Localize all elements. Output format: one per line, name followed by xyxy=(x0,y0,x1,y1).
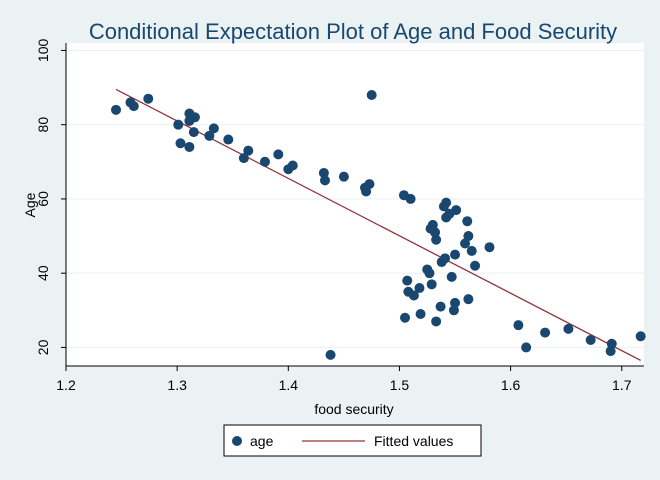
data-point xyxy=(448,305,459,316)
data-point xyxy=(175,138,186,149)
data-point xyxy=(451,205,462,216)
data-point xyxy=(585,335,596,346)
legend-label-age: age xyxy=(250,433,274,449)
x-axis-label: food security xyxy=(314,401,393,417)
gridlines xyxy=(66,49,644,349)
data-point xyxy=(635,331,646,342)
data-point xyxy=(563,323,574,334)
data-point xyxy=(431,234,442,245)
legend-marker-age xyxy=(232,436,242,446)
data-point xyxy=(430,227,441,238)
data-point xyxy=(435,301,446,312)
y-tick-label: 80 xyxy=(35,117,51,133)
data-point xyxy=(440,253,451,264)
data-point xyxy=(484,242,495,253)
data-point xyxy=(463,294,474,305)
legend-label-fitted: Fitted values xyxy=(374,433,453,449)
data-point xyxy=(450,249,461,260)
data-point xyxy=(462,216,473,227)
data-point xyxy=(606,338,617,349)
data-point xyxy=(287,160,298,171)
x-tick-label: 1.5 xyxy=(390,377,410,393)
data-point xyxy=(415,309,426,320)
data-point xyxy=(405,193,416,204)
data-point xyxy=(441,197,452,208)
data-point xyxy=(338,171,349,182)
data-point xyxy=(208,123,219,134)
y-tick-label: 60 xyxy=(35,191,51,207)
legend: age Fitted values xyxy=(223,424,482,457)
y-axis-label: Age xyxy=(22,192,38,217)
data-point xyxy=(540,327,551,338)
data-point xyxy=(128,101,139,112)
data-point xyxy=(466,245,477,256)
y-axis-ticks: 20 40 60 80 100 xyxy=(35,39,66,355)
fitted-line xyxy=(115,88,641,362)
data-point xyxy=(273,149,284,160)
x-axis-ticks: 1.2 1.3 1.4 1.5 1.6 1.7 xyxy=(56,366,632,393)
data-point xyxy=(319,175,330,186)
data-point xyxy=(204,130,215,141)
fitted-values-series xyxy=(115,88,641,362)
data-point xyxy=(366,89,377,100)
data-point xyxy=(318,167,329,178)
x-tick-label: 1.3 xyxy=(167,377,187,393)
data-point xyxy=(173,119,184,130)
data-point xyxy=(143,93,154,104)
data-point xyxy=(188,127,199,138)
data-point xyxy=(223,134,234,145)
data-point xyxy=(400,312,411,323)
data-point xyxy=(470,260,481,271)
data-point xyxy=(364,179,375,190)
data-point xyxy=(402,275,413,286)
y-tick-label: 20 xyxy=(35,339,51,355)
data-point xyxy=(431,316,442,327)
data-point xyxy=(243,145,254,156)
x-tick-label: 1.7 xyxy=(612,377,632,393)
data-point xyxy=(408,290,419,301)
x-tick-label: 1.6 xyxy=(501,377,521,393)
data-point xyxy=(184,141,195,152)
data-point xyxy=(238,153,249,164)
x-tick-label: 1.4 xyxy=(279,377,299,393)
data-point xyxy=(521,342,532,353)
data-point xyxy=(111,104,122,115)
y-tick-label: 40 xyxy=(35,265,51,281)
data-point xyxy=(414,283,425,294)
data-point xyxy=(189,112,200,123)
y-tick-label: 100 xyxy=(35,39,51,63)
data-point xyxy=(463,231,474,242)
data-point xyxy=(259,156,270,167)
data-point xyxy=(424,268,435,279)
data-point xyxy=(426,279,437,290)
data-point xyxy=(450,297,461,308)
data-point xyxy=(446,271,457,282)
data-point xyxy=(325,349,336,360)
data-point xyxy=(513,320,524,331)
chart-title: Conditional Expectation Plot of Age and … xyxy=(89,19,617,44)
age-series xyxy=(111,89,646,360)
x-tick-label: 1.2 xyxy=(56,377,76,393)
data-point xyxy=(605,346,616,357)
